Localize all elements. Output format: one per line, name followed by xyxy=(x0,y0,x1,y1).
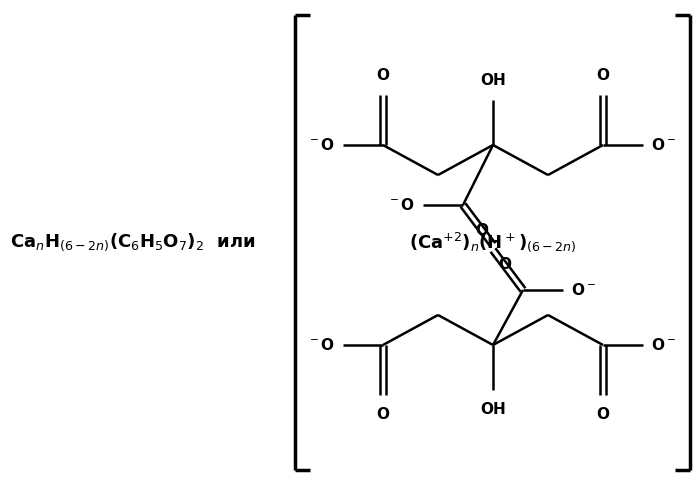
Text: $^-$O: $^-$O xyxy=(387,197,415,213)
Text: $^-$O: $^-$O xyxy=(307,337,335,353)
Text: O: O xyxy=(377,407,389,422)
Text: O$^-$: O$^-$ xyxy=(571,282,596,298)
Text: OH: OH xyxy=(480,402,506,417)
Text: O: O xyxy=(596,68,610,83)
Text: Ca$_n$H$_{(6-2n)}$(C$_6$H$_5$O$_7$)$_2$  или: Ca$_n$H$_{(6-2n)}$(C$_6$H$_5$O$_7$)$_2$ … xyxy=(10,231,256,253)
Text: OH: OH xyxy=(480,73,506,88)
Text: O: O xyxy=(475,223,488,238)
Text: O: O xyxy=(596,407,610,422)
Text: O$^-$: O$^-$ xyxy=(651,137,676,153)
Text: (Ca$^{+2}$)$_n$(H$^+$)$_{(6-2n)}$: (Ca$^{+2}$)$_n$(H$^+$)$_{(6-2n)}$ xyxy=(409,230,577,254)
Text: $^-$O: $^-$O xyxy=(307,137,335,153)
Text: O: O xyxy=(377,68,389,83)
Text: O: O xyxy=(498,257,511,272)
Text: O$^-$: O$^-$ xyxy=(651,337,676,353)
